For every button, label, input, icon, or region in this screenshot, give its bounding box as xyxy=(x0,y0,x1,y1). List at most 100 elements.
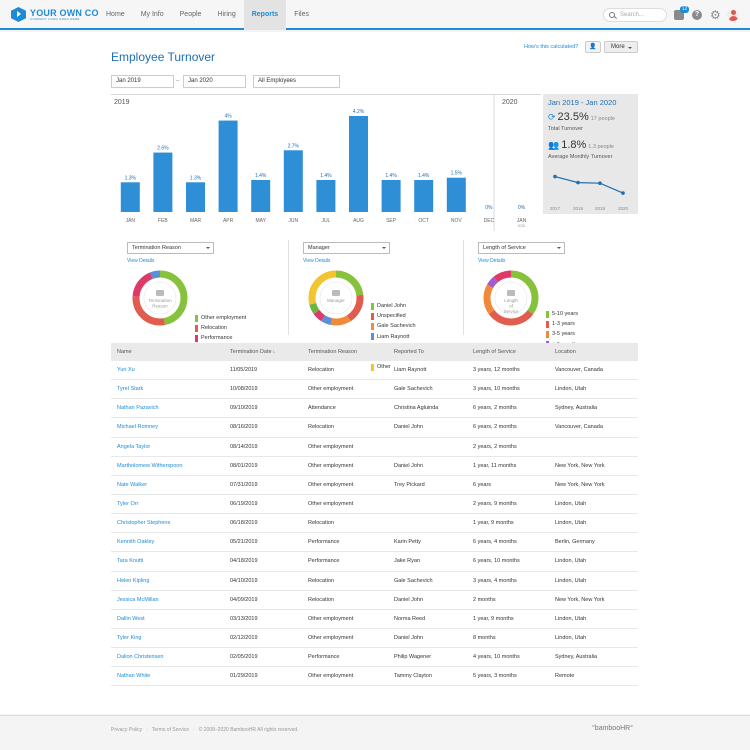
employee-group-select[interactable]: All Employees xyxy=(253,75,340,88)
legend-item[interactable]: Gale Sachevich xyxy=(371,321,421,331)
sparkline-point[interactable] xyxy=(576,180,580,185)
donut-segment[interactable] xyxy=(483,270,539,326)
employee-name-link[interactable]: Martholomew Witherspoon xyxy=(117,462,183,469)
breakdown-dropdown[interactable]: Length of Service xyxy=(478,242,565,254)
table-cell: 01/29/2019 xyxy=(230,673,258,680)
employee-name-link[interactable]: Angela Taylor xyxy=(117,443,151,450)
legend-label: Gale Sachevich xyxy=(377,323,416,330)
legend-item[interactable]: Liam Raynott xyxy=(371,332,421,342)
view-details-link[interactable]: View Details xyxy=(303,258,331,264)
view-details-link[interactable]: View Details xyxy=(478,258,506,264)
sparkline-point[interactable] xyxy=(553,174,557,179)
employee-name-link[interactable]: Helen Kipling xyxy=(117,577,150,584)
nav-item-people[interactable]: People xyxy=(179,11,202,18)
bar-jan[interactable] xyxy=(120,182,140,212)
employee-name-link[interactable]: Nathan White xyxy=(117,673,151,680)
donut-segment[interactable] xyxy=(132,270,188,326)
column-header[interactable]: Termination Reason xyxy=(308,349,357,355)
employee-name-link[interactable]: Dallin West xyxy=(117,615,145,622)
legend-swatch xyxy=(195,334,198,342)
help-icon[interactable]: ? xyxy=(692,10,702,20)
column-header[interactable]: Reported To xyxy=(394,349,424,355)
bar-nov[interactable] xyxy=(446,177,466,212)
employee-name-link[interactable]: Michael Romney xyxy=(117,424,158,431)
employee-name-link[interactable]: Jessica McMillan xyxy=(117,596,159,603)
x-tick-label: APR xyxy=(223,218,234,224)
bar-jun[interactable] xyxy=(283,150,303,212)
sparkline-point[interactable] xyxy=(621,191,625,195)
nav-item-home[interactable]: Home xyxy=(106,11,125,18)
table-body: Yuri Xu 11/05/2019 Relocation Liam Raynott 3… xyxy=(111,361,638,687)
view-details-link[interactable]: View Details xyxy=(127,258,155,264)
employee-name-link[interactable]: Kennith Oakley xyxy=(117,539,155,546)
inbox-count-badge: 12 xyxy=(680,6,689,13)
bar-may[interactable] xyxy=(251,180,271,212)
legend-item[interactable]: Performance xyxy=(195,333,246,343)
bar-feb[interactable] xyxy=(153,152,173,212)
bar-oct[interactable] xyxy=(414,180,434,212)
nav-item-my-info[interactable]: My Info xyxy=(140,11,164,18)
company-logo[interactable]: YOUR OWN CO COMPANY LOGO GOES HERE xyxy=(11,7,99,22)
legend-item[interactable]: Other employment xyxy=(195,313,246,323)
table-cell: Other employment xyxy=(308,673,354,680)
bar-aug[interactable] xyxy=(349,116,368,212)
year-label-left: 2019 xyxy=(114,99,130,106)
donut-segment[interactable] xyxy=(132,270,188,326)
employee-name-link[interactable]: Tyler King xyxy=(117,635,142,642)
employee-name-link[interactable]: Nathan Pazavich xyxy=(117,405,159,412)
employee-name-link[interactable]: Nate Walker xyxy=(117,481,148,488)
start-date-input[interactable]: Jan 2019 xyxy=(111,75,174,88)
column-header[interactable]: Length of Service xyxy=(473,349,516,355)
donut-segment[interactable] xyxy=(308,270,364,326)
table-row: Nathan White 01/29/2019 Other employment Ta… xyxy=(111,667,638,687)
footer-link[interactable]: Privacy Policy xyxy=(111,727,143,733)
employee-name-link[interactable]: Tyrel Stark xyxy=(117,386,144,393)
breakdown-dropdown[interactable]: Manager xyxy=(303,242,390,254)
nav-item-reports[interactable]: Reports xyxy=(243,0,287,30)
legend-swatch xyxy=(371,363,374,371)
donut-segment[interactable] xyxy=(308,270,364,326)
footer-link[interactable]: Terms of Service xyxy=(151,727,190,733)
inbox-icon[interactable] xyxy=(674,10,684,20)
nav-item-hiring[interactable]: Hiring xyxy=(217,11,236,18)
donut-segment[interactable] xyxy=(483,270,539,326)
bar-jul[interactable] xyxy=(316,180,336,212)
legend-item[interactable]: 3-5 years xyxy=(546,329,595,339)
column-header[interactable]: Name xyxy=(117,349,132,355)
user-avatar[interactable] xyxy=(727,9,739,21)
legend-item[interactable]: Relocation xyxy=(195,323,246,333)
column-header[interactable]: Termination Date↓ xyxy=(230,349,276,355)
column-header[interactable]: Location xyxy=(555,349,576,355)
bar-sep[interactable] xyxy=(381,180,401,212)
donut-segment[interactable] xyxy=(483,270,539,326)
sparkline-point[interactable] xyxy=(598,181,602,185)
legend-item[interactable]: 5-10 years xyxy=(546,309,595,319)
employee-name-link[interactable]: Tara Knutti xyxy=(117,558,144,565)
table-cell: Yuri Xu xyxy=(111,367,224,373)
employee-name-link[interactable]: Yuri Xu xyxy=(117,367,135,374)
end-date-input[interactable]: Jan 2020 xyxy=(183,75,246,88)
how-calculated-link[interactable]: How's this calculated? xyxy=(524,44,579,50)
legend-item[interactable]: Other xyxy=(371,362,421,372)
share-people-button[interactable]: 👤 xyxy=(585,41,601,53)
nav-item-files[interactable]: Files xyxy=(294,11,309,18)
search-box[interactable]: Search... xyxy=(603,8,667,22)
table-cell: Relocation xyxy=(308,520,334,527)
legend-item[interactable]: Unspecified xyxy=(371,311,421,321)
breakdown-dropdown[interactable]: Termination Reason xyxy=(127,242,214,254)
legend-item[interactable]: Daniel John xyxy=(371,301,421,311)
x-tick-label: MAR xyxy=(190,218,202,224)
donut-segment[interactable] xyxy=(308,270,364,326)
gear-icon[interactable]: ⚙ xyxy=(710,8,721,22)
bar-mar[interactable] xyxy=(186,182,205,212)
legend-item[interactable]: 1-3 years xyxy=(546,319,595,329)
employee-name-link[interactable]: Dalion Christensen xyxy=(117,654,164,661)
table-cell: 05/21/2019 xyxy=(230,539,258,546)
x-tick-label: NOV xyxy=(451,218,463,224)
employee-name-link[interactable]: Christopher Stephens xyxy=(117,520,171,527)
employee-name-link[interactable]: Tyler Orr xyxy=(117,501,139,508)
bar-apr[interactable] xyxy=(218,120,238,212)
table-row: Christopher Stephens 06/18/2019 Relocation… xyxy=(111,514,638,534)
more-button[interactable]: More xyxy=(604,41,638,53)
